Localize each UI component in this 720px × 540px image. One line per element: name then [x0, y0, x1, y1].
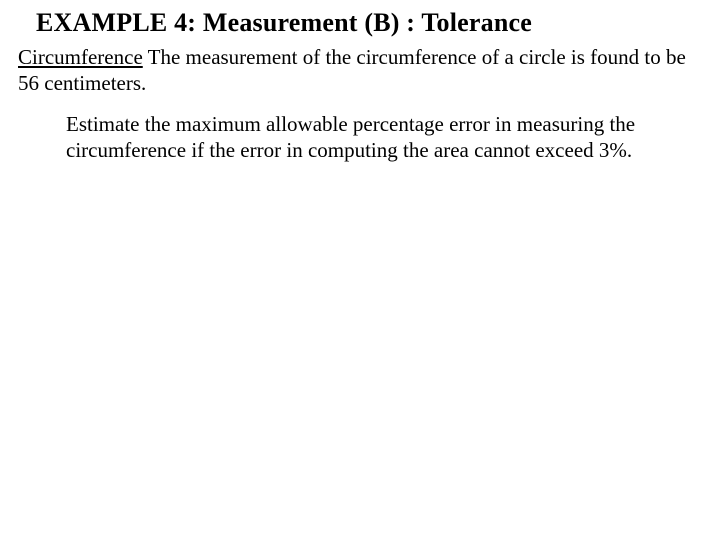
task-paragraph: Estimate the maximum allowable percentag… [66, 111, 676, 164]
intro-underlined-label: Circumference [18, 45, 143, 69]
document-page: EXAMPLE 4: Measurement (B) : Tolerance C… [0, 0, 720, 163]
example-title: EXAMPLE 4: Measurement (B) : Tolerance [36, 8, 702, 38]
intro-paragraph: Circumference The measurement of the cir… [18, 44, 702, 97]
